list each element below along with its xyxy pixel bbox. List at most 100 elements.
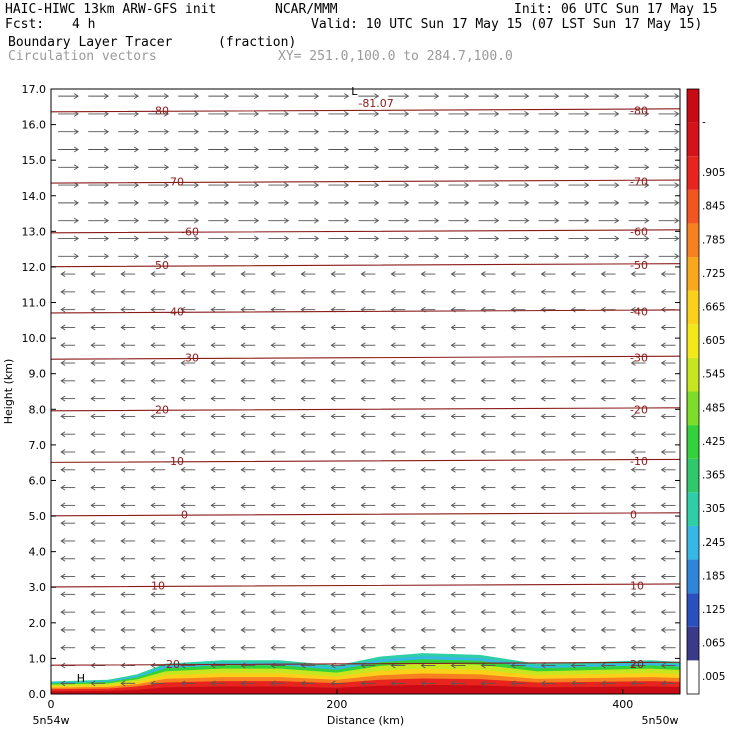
vector-arrow-head <box>103 93 110 99</box>
vector-arrow-head <box>644 182 650 188</box>
vector-arrow-head <box>630 466 636 473</box>
vector-arrow-head <box>420 644 426 651</box>
vector-arrow-head <box>420 484 426 491</box>
y-tick-label: 9.0 <box>29 368 47 381</box>
vector-arrow-head <box>163 182 170 188</box>
vector-arrow-head <box>494 253 500 260</box>
vector-arrow-head <box>270 449 276 455</box>
y-tick-label: 2.0 <box>29 617 47 630</box>
vector-arrow-head <box>224 200 230 206</box>
vector-arrow-head <box>614 253 620 260</box>
vector-arrow-head <box>270 484 276 491</box>
vector-arrow-head <box>300 324 306 331</box>
vector-arrow-head <box>300 484 306 491</box>
vector-arrow-head <box>150 271 156 277</box>
contour-line <box>50 661 681 666</box>
vector-arrow-head <box>240 573 246 580</box>
vector-arrow-head <box>60 288 66 295</box>
y-tick-label: 7.0 <box>29 439 47 452</box>
vector-arrow-head <box>210 609 216 616</box>
vector-arrow-head <box>600 502 606 509</box>
vector-arrow-head <box>584 93 590 99</box>
vector-arrow-head <box>524 182 530 188</box>
vector-arrow-head <box>570 413 576 420</box>
vector-arrow-head <box>150 644 156 651</box>
vector-arrow-head <box>510 324 516 331</box>
vector-arrow-head <box>614 128 620 135</box>
vector-arrow-head <box>480 342 486 349</box>
vector-arrow-head <box>284 182 290 188</box>
y-tick-label: 1.0 <box>29 652 47 665</box>
y-tick-label: 14.0 <box>22 190 47 203</box>
contour-label: 0 <box>630 508 637 521</box>
vector-arrow-head <box>374 111 380 117</box>
vector-arrow-head <box>510 306 516 313</box>
vector-arrow-head <box>90 573 96 580</box>
vector-arrow-head <box>90 306 96 313</box>
vector-arrow-head <box>660 466 666 473</box>
vector-arrow-head <box>210 324 216 331</box>
vector-arrow-head <box>584 217 590 224</box>
vector-arrow-head <box>450 680 456 687</box>
vector-arrow-head <box>210 288 216 295</box>
vector-arrow-head <box>540 609 546 616</box>
vector-arrow-head <box>224 146 230 153</box>
colorbar-swatch <box>687 391 699 426</box>
vector-arrow-head <box>570 644 576 651</box>
vector-arrow-head <box>73 128 80 135</box>
vector-arrow-head <box>284 111 290 117</box>
colorbar-swatch <box>687 156 699 190</box>
vector-arrow-head <box>150 609 156 616</box>
vector-arrow-head <box>510 573 516 580</box>
vector-arrow-head <box>270 644 276 651</box>
vector-arrow-head <box>480 573 486 580</box>
vector-arrow-head <box>480 360 486 366</box>
vector-arrow-head <box>60 377 66 384</box>
vector-arrow-head <box>390 644 396 651</box>
vector-arrow-head <box>644 146 650 153</box>
vector-arrow-head <box>360 466 366 473</box>
colorbar-label: .485 <box>702 402 725 414</box>
vector-arrow-head <box>120 644 126 651</box>
vector-arrow-head <box>314 128 320 135</box>
vector-arrow-head <box>510 360 516 366</box>
vector-arrow-head <box>344 182 350 188</box>
vector-arrow-head <box>180 342 186 349</box>
vector-arrow-head <box>73 200 80 206</box>
colorbar-label: .185 <box>702 570 725 582</box>
vector-arrow-head <box>240 395 246 402</box>
vector-arrow-head <box>404 200 410 206</box>
vector-arrow-head <box>270 538 276 544</box>
vector-arrow-head <box>90 360 96 366</box>
vector-arrow-head <box>464 128 470 135</box>
vector-arrow-head <box>374 200 380 206</box>
vector-arrow-head <box>450 288 456 295</box>
vector-arrow-head <box>210 555 216 562</box>
vector-arrow-head <box>180 466 186 473</box>
vector-arrow-head <box>120 538 126 544</box>
vector-arrow-head <box>240 449 246 455</box>
vector-arrow-head <box>600 306 606 313</box>
vector-arrow-head <box>314 164 320 171</box>
vector-arrow-head <box>254 128 260 135</box>
vector-arrow-head <box>193 93 200 99</box>
vector-arrow-head <box>570 591 576 598</box>
vector-arrow-head <box>510 644 516 651</box>
colorbar-label: .545 <box>702 369 725 381</box>
vector-arrow-head <box>464 182 470 188</box>
contour-label: -40 <box>630 305 648 318</box>
vector-arrow-head <box>420 538 426 544</box>
vector-arrow-head <box>540 449 546 455</box>
vector-arrow-head <box>630 591 636 598</box>
vector-arrow-head <box>360 413 366 420</box>
x-tick-label: 0 <box>48 698 55 711</box>
vector-arrow-head <box>300 538 306 544</box>
vector-arrow-head <box>210 466 216 473</box>
vector-arrow-head <box>584 200 590 206</box>
vector-arrow-head <box>150 342 156 349</box>
vector-arrow-head <box>420 555 426 562</box>
vector-arrow-head <box>330 644 336 651</box>
vector-arrow-head <box>150 538 156 544</box>
colorbar-swatch <box>687 189 699 224</box>
vector-arrow-head <box>163 217 170 224</box>
